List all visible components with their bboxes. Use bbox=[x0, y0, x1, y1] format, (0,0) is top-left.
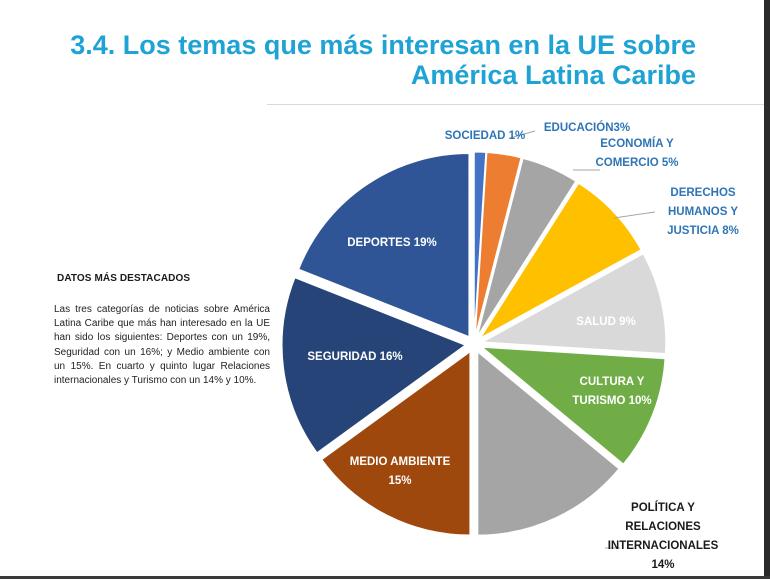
slice-data-label-line: SOCIEDAD 1% bbox=[445, 130, 526, 142]
pie-slice bbox=[298, 153, 470, 338]
pie-slice bbox=[477, 157, 577, 337]
slice-data-label-line: POLÍTICA Y bbox=[631, 501, 695, 514]
slice-data-label-line: EDUCACIÓN3% bbox=[544, 121, 630, 134]
sidebar-text: Las tres categorías de noticias sobre Am… bbox=[54, 304, 270, 387]
label-leader-line bbox=[509, 130, 536, 139]
slice-data-label: SALUD 9% bbox=[576, 316, 635, 328]
pie-slice bbox=[481, 253, 667, 355]
pie-slice bbox=[321, 351, 471, 536]
slice-data-label-line: RELACIONES bbox=[625, 521, 701, 533]
slice-data-label: SEGURIDAD 16% bbox=[307, 351, 402, 363]
page-title-line-2: América Latina Caribe bbox=[410, 60, 696, 90]
sidebar-heading: DATOS MÁS DESTACADOS bbox=[57, 273, 191, 284]
label-leader-line bbox=[613, 211, 656, 219]
pie-slice bbox=[480, 346, 666, 465]
slice-data-label: EDUCACIÓN3% bbox=[544, 121, 630, 134]
slice-data-label-line: JUSTICIA 8% bbox=[667, 225, 739, 237]
slice-data-label-line: 14% bbox=[651, 559, 674, 571]
pie-slice bbox=[480, 182, 642, 339]
slice-data-label: DEPORTES 19% bbox=[347, 237, 436, 249]
title-divider bbox=[267, 104, 764, 105]
slice-data-label-line: INTERNACIONALES bbox=[608, 540, 719, 552]
slice-data-label-line: TURISMO 10% bbox=[572, 395, 651, 407]
page-title: 3.4. Los temas que más interesan en la U… bbox=[70, 30, 696, 90]
window-frame-right bbox=[764, 0, 770, 579]
slice-data-label: DERECHOS HUMANOS Y JUSTICIA 8% bbox=[667, 187, 739, 237]
slice-data-label: CULTURA Y TURISMO 10% bbox=[572, 376, 651, 407]
slice-data-label: POLÍTICA Y RELACIONES INTERNACIONALES 14% bbox=[608, 501, 719, 571]
slice-data-label: SOCIEDAD 1% bbox=[445, 130, 526, 142]
slice-data-label-line: MEDIO AMBIENTE bbox=[350, 456, 451, 468]
pie-slice bbox=[477, 351, 620, 536]
slice-data-label-line: ECONOMÍA Y bbox=[600, 137, 674, 150]
slice-data-label-line: COMERCIO 5% bbox=[595, 157, 678, 169]
slice-data-label-line: DEPORTES 19% bbox=[347, 237, 436, 249]
slice-data-label: MEDIO AMBIENTE 15% bbox=[350, 456, 451, 487]
slice-data-label-line: SALUD 9% bbox=[576, 316, 635, 328]
window-frame-bottom bbox=[0, 576, 770, 579]
slice-data-label-line: CULTURA Y bbox=[580, 376, 645, 388]
pie-slice bbox=[474, 151, 522, 336]
page-title-line-1: 3.4. Los temas que más interesan en la U… bbox=[70, 30, 696, 60]
pie-slice bbox=[281, 277, 467, 454]
slice-data-label: ECONOMÍA Y COMERCIO 5% bbox=[595, 137, 678, 169]
slice-data-label-line: 15% bbox=[388, 475, 411, 487]
slice-data-label-line: DERECHOS bbox=[670, 187, 736, 199]
pie-slice bbox=[473, 151, 487, 336]
slice-data-label-line: SEGURIDAD 16% bbox=[307, 351, 402, 363]
slice-data-label-line: HUMANOS Y bbox=[668, 206, 738, 218]
